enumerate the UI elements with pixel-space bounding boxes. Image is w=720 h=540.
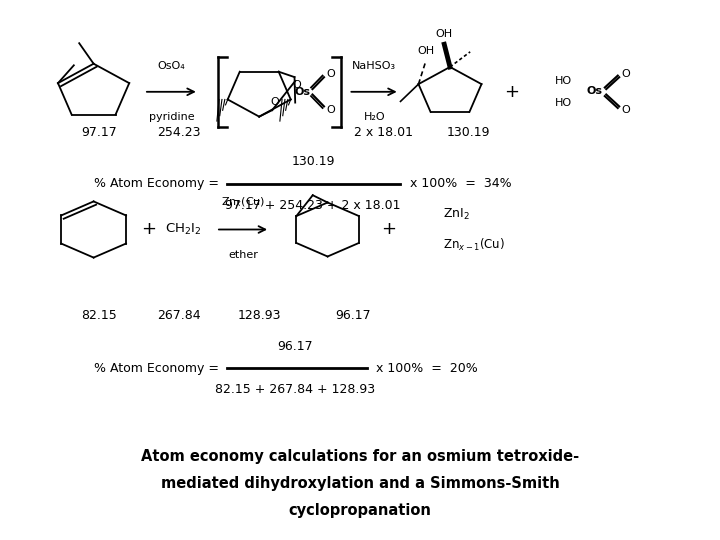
Text: 96.17: 96.17 [335,309,371,322]
Text: x 100%  =  34%: x 100% = 34% [410,177,512,190]
Text: % Atom Economy =: % Atom Economy = [94,362,219,375]
Text: 82.15 + 267.84 + 128.93: 82.15 + 267.84 + 128.93 [215,383,375,396]
Text: 254.23: 254.23 [157,126,200,139]
Text: 96.17: 96.17 [277,340,313,353]
Text: ZnI$_2$: ZnI$_2$ [443,207,469,222]
Text: OH: OH [417,46,434,56]
Text: NaHSO₃: NaHSO₃ [352,61,397,71]
Text: x 100%  =  20%: x 100% = 20% [376,362,477,375]
Text: OH: OH [436,29,453,39]
Text: Os: Os [294,87,310,97]
Text: cyclopropanation: cyclopropanation [289,503,431,518]
Text: 267.84: 267.84 [157,309,200,322]
Text: 128.93: 128.93 [238,309,281,322]
Text: 82.15: 82.15 [81,309,117,322]
Text: +: + [504,83,518,101]
Text: O: O [621,105,630,114]
Text: 97.17: 97.17 [81,126,117,139]
Text: mediated dihydroxylation and a Simmons-Smith: mediated dihydroxylation and a Simmons-S… [161,476,559,491]
Text: HO: HO [555,98,572,107]
Text: pyridine: pyridine [148,112,194,123]
Text: 130.19: 130.19 [446,126,490,139]
Text: O: O [326,105,335,114]
Text: O: O [326,69,335,79]
Text: 97.17 + 254.23 + 2 x 18.01: 97.17 + 254.23 + 2 x 18.01 [225,199,401,212]
Text: Os: Os [587,86,603,96]
Text: +: + [382,220,396,239]
Text: O: O [621,69,630,79]
Text: % Atom Economy =: % Atom Economy = [94,177,219,190]
Text: CH$_2$I$_2$: CH$_2$I$_2$ [166,222,202,237]
Text: Atom economy calculations for an osmium tetroxide-: Atom economy calculations for an osmium … [141,449,579,464]
Text: 130.19: 130.19 [292,156,335,168]
Text: O: O [292,80,301,90]
Text: Zn$_x$(Cu): Zn$_x$(Cu) [221,195,266,209]
Text: ether: ether [228,250,258,260]
Text: HO: HO [555,76,572,86]
Text: +: + [142,220,156,239]
Text: Zn$_{x-1}$(Cu): Zn$_{x-1}$(Cu) [443,237,505,253]
Text: O: O [270,97,279,107]
Text: H₂O: H₂O [364,112,385,123]
Text: 2 x 18.01: 2 x 18.01 [354,126,413,139]
Text: OsO₄: OsO₄ [158,61,185,71]
